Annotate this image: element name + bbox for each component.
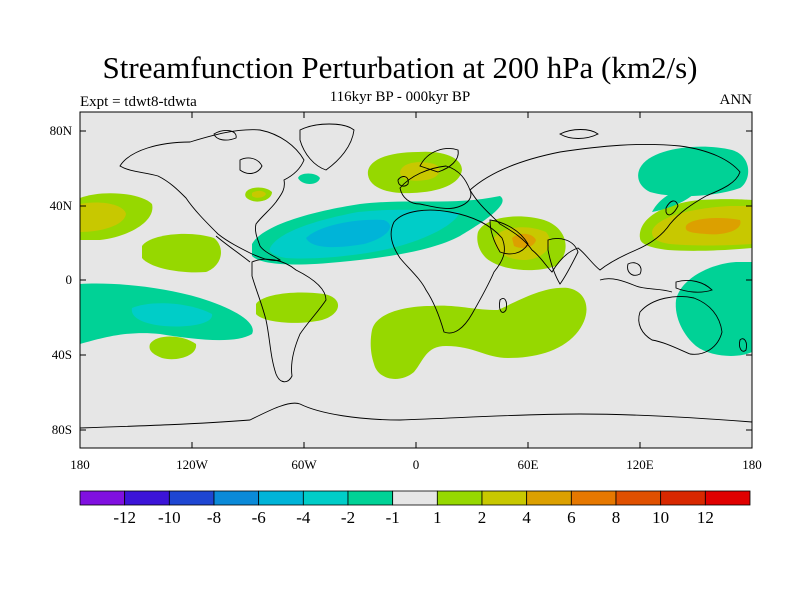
colorbar-swatch	[79, 490, 126, 506]
contour-region-nw-pacific-max	[685, 218, 741, 235]
contour-fills	[80, 146, 752, 379]
colorbar-swatch	[704, 490, 751, 506]
colorbar-swatch	[526, 490, 572, 506]
coast-north-america	[119, 129, 305, 261]
contour-region-south-america	[256, 292, 339, 323]
colorbar-label: 12	[696, 508, 714, 527]
colorbar	[79, 490, 751, 506]
coastlines	[80, 123, 752, 429]
contour-region-north-pacific-core	[80, 202, 126, 232]
coast-arctic-islands	[213, 129, 599, 141]
coast-central-america	[215, 235, 251, 263]
coast-indonesia	[599, 278, 673, 293]
x-label-120w: 120W	[176, 457, 208, 472]
colorbar-label: 6	[567, 508, 576, 527]
coast-greenland	[299, 123, 355, 171]
experiment-label: Expt = tdwt8-tdwta	[80, 94, 197, 110]
y-label-40n: 40N	[49, 198, 72, 213]
coast-antarctica	[80, 402, 752, 429]
y-label-80s: 80S	[51, 422, 72, 437]
contour-region-south-atlantic	[370, 287, 587, 379]
coast-new-zealand	[739, 338, 747, 352]
coast-new-guinea	[675, 279, 713, 293]
x-label-180-left: 180	[70, 457, 90, 472]
colorbar-label: -12	[113, 508, 136, 527]
coast-borneo	[627, 262, 642, 276]
colorbar-label: 1	[433, 508, 442, 527]
colorbar-label: 2	[477, 508, 487, 527]
colorbar-swatch	[213, 490, 260, 506]
colorbar-swatch	[481, 490, 528, 506]
colorbar-label: -6	[251, 508, 266, 527]
x-label-0: 0	[412, 457, 420, 472]
coast-japan	[665, 200, 679, 216]
x-label-60e: 60E	[517, 457, 539, 472]
contour-region-south-pacific-core	[131, 303, 213, 327]
x-label-120e: 120E	[626, 457, 654, 472]
colorbar-swatch	[570, 490, 617, 506]
colorbar-label: 10	[652, 508, 670, 527]
contour-region-hudson-core	[252, 190, 266, 198]
colorbar-swatch	[392, 490, 438, 506]
colorbar-swatch	[436, 490, 483, 506]
contour-region-south-pacific-patch	[149, 336, 197, 360]
coast-british-isles	[397, 176, 409, 187]
coast-madagascar	[499, 298, 507, 313]
colorbar-swatch	[258, 490, 304, 506]
colorbar-swatch	[347, 490, 394, 506]
coast-hudson-bay	[239, 157, 263, 174]
contour-region-australia	[675, 262, 752, 356]
colorbar-label: 4	[522, 508, 531, 527]
season-label: ANN	[719, 92, 753, 108]
contour-region-siberia	[638, 146, 749, 197]
colorbar-label: -1	[385, 508, 400, 527]
colorbar-swatch	[615, 490, 662, 506]
contour-region-arctic-patch	[298, 173, 320, 184]
x-label-60w: 60W	[291, 457, 317, 472]
axis-ticks	[80, 112, 752, 448]
colorbar-label: -8	[206, 508, 222, 527]
contour-region-tropical-north-pacific	[142, 233, 221, 273]
contour-region-north-europe-core	[400, 162, 440, 181]
colorbar-swatch	[660, 490, 706, 506]
y-label-0: 0	[65, 272, 73, 287]
contour-region-atlantic-max	[306, 219, 391, 248]
colorbar-swatch	[302, 490, 349, 506]
y-label-80n: 80N	[49, 123, 72, 138]
coast-europe	[399, 165, 472, 209]
coast-arabia	[489, 219, 529, 255]
figure-subtitle: 116kyr BP - 000kyr BP	[329, 89, 471, 105]
coast-india	[547, 238, 579, 285]
contour-region-japan-band	[652, 187, 700, 212]
coast-south-america	[251, 258, 327, 383]
colorbar-label: 8	[611, 508, 621, 527]
coast-asia	[469, 143, 741, 273]
y-label-40s: 40S	[51, 347, 72, 362]
coast-australia	[638, 296, 723, 355]
colorbar-label: -2	[340, 508, 356, 527]
figure-title: Streamfunction Perturbation at 200 hPa (…	[102, 50, 698, 85]
colorbar-swatch	[168, 490, 215, 506]
colorbar-label: -4	[296, 508, 311, 527]
colorbar-swatch	[124, 490, 170, 506]
coast-africa	[390, 209, 505, 334]
colorbar-label: -10	[157, 508, 181, 527]
x-label-180-right: 180	[742, 457, 762, 472]
coast-scandinavia	[419, 148, 459, 173]
